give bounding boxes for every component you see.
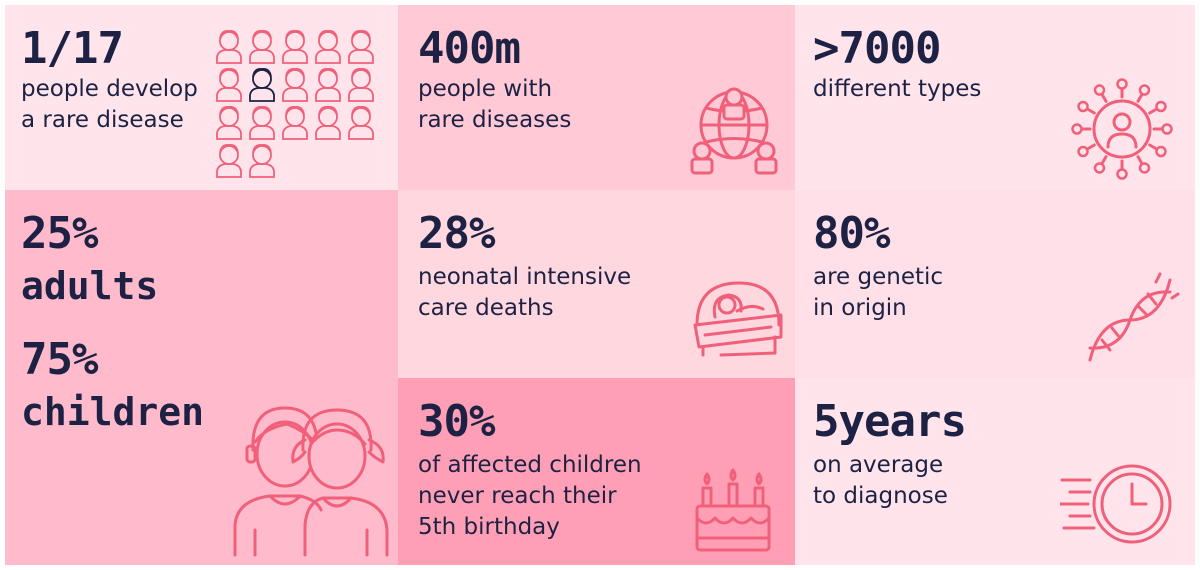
person-icon <box>348 30 374 64</box>
clock-icon <box>1060 464 1172 544</box>
stat-value: 5years <box>813 396 967 447</box>
person-icon <box>282 68 308 102</box>
person-icon <box>348 68 374 102</box>
person-icon-highlighted <box>249 68 275 102</box>
stat-label-line-2: to diagnose <box>813 483 948 509</box>
person-icon <box>249 106 275 140</box>
virus-person-icon <box>1071 78 1173 180</box>
stat-label-line-2: in origin <box>813 295 907 321</box>
person-icon <box>315 68 341 102</box>
stat-value: 1/17 <box>21 23 124 74</box>
person-icon <box>249 30 275 64</box>
stat-label-line-2: rare diseases <box>418 107 572 133</box>
stat-label-line-1: are genetic <box>813 264 944 290</box>
stat-label-line-2: a rare disease <box>21 107 184 133</box>
stat-label-line-1: different types <box>813 76 982 102</box>
stat-card-diagnosis: 5years on average to diagnose <box>795 378 1195 565</box>
baby-incubator-icon <box>693 281 783 357</box>
person-icon <box>315 106 341 140</box>
person-icon <box>348 106 374 140</box>
person-icon <box>282 106 308 140</box>
stat-value: 400m <box>418 23 521 74</box>
person-icon <box>216 144 242 178</box>
person-icon <box>216 68 242 102</box>
stat-card-birthday: 30% of affected children never reach the… <box>398 378 795 565</box>
stat-label-line-1: people develop <box>21 76 198 102</box>
stat-label-children: children <box>21 390 205 434</box>
stat-label-line-1: on average <box>813 452 944 478</box>
infographic-grid: 1/17 people develop a rare disease 400m … <box>5 5 1195 565</box>
stat-card-1-in-17: 1/17 people develop a rare disease <box>5 5 398 190</box>
person-icon <box>282 30 308 64</box>
stat-value-children: 75% <box>21 334 98 385</box>
people-grid-icon <box>216 30 374 178</box>
stat-value: 80% <box>813 208 890 259</box>
birthday-cake-icon <box>695 468 771 552</box>
stat-label-line-1: neonatal intensive <box>418 264 632 290</box>
stat-label-line-2: care deaths <box>418 295 554 321</box>
stat-label-line-2: never reach their <box>418 483 617 509</box>
stat-card-adults-children: 25% adults 75% children <box>5 190 398 565</box>
stat-value: 28% <box>418 208 495 259</box>
stat-card-genetic: 80% are genetic in origin <box>795 190 1195 378</box>
stat-value: 30% <box>418 396 495 447</box>
dna-icon <box>1088 272 1180 362</box>
stat-value: >7000 <box>813 23 941 74</box>
person-icon <box>249 144 275 178</box>
stat-label-adults: adults <box>21 264 159 308</box>
globe-people-icon <box>690 87 778 175</box>
person-icon <box>216 106 242 140</box>
stat-label-line-1: people with <box>418 76 553 102</box>
stat-card-7000-types: >7000 different types <box>795 5 1195 190</box>
person-icon <box>315 30 341 64</box>
stat-card-400m: 400m people with rare diseases <box>398 5 795 190</box>
stat-value-adults: 25% <box>21 208 98 259</box>
stat-label-line-1: of affected children <box>418 452 642 478</box>
two-children-icon <box>233 406 389 557</box>
person-icon <box>216 30 242 64</box>
stat-card-neonatal: 28% neonatal intensive care deaths <box>398 190 795 378</box>
stat-label-line-3: 5th birthday <box>418 514 560 540</box>
